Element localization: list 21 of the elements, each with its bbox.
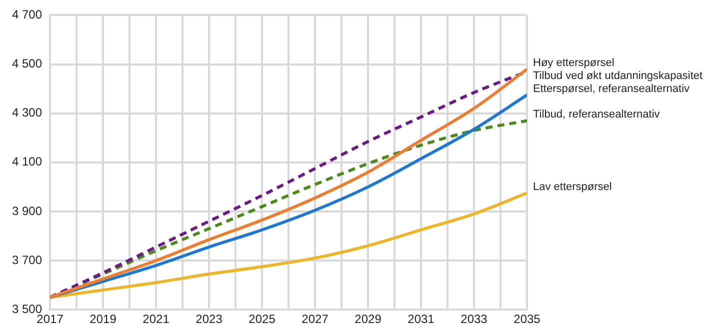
series-label: Etterspørsel, referansealternativ [533, 83, 690, 96]
series-label: Tilbud ved økt utdanningskapasitet [533, 70, 703, 82]
y-tick-label: 4 300 [12, 106, 42, 120]
series-label: Lav etterspørsel [533, 181, 612, 194]
y-tick-label: 3 700 [12, 252, 42, 267]
x-tick-label: 2031 [408, 312, 435, 326]
x-tick-label: 2019 [90, 312, 117, 326]
x-tick-label: 2033 [460, 312, 488, 326]
x-tick-label: 2023 [196, 312, 223, 326]
y-tick-label: 4 100 [12, 154, 42, 169]
series-label: Tilbud, referansealternativ [533, 108, 660, 121]
x-tick-label: 2029 [354, 312, 382, 326]
x-tick-label: 2035 [514, 312, 541, 326]
y-tick-label: 3 900 [12, 204, 42, 218]
x-tick-label: 2027 [302, 312, 329, 326]
y-tick-label: 4 700 [12, 8, 42, 22]
x-tick-label: 2021 [142, 312, 170, 326]
line-series [50, 192, 527, 299]
series-label: Høy etterspørsel [533, 57, 614, 70]
x-tick-label: 2025 [248, 312, 276, 326]
y-tick-label: 4 500 [12, 56, 42, 71]
